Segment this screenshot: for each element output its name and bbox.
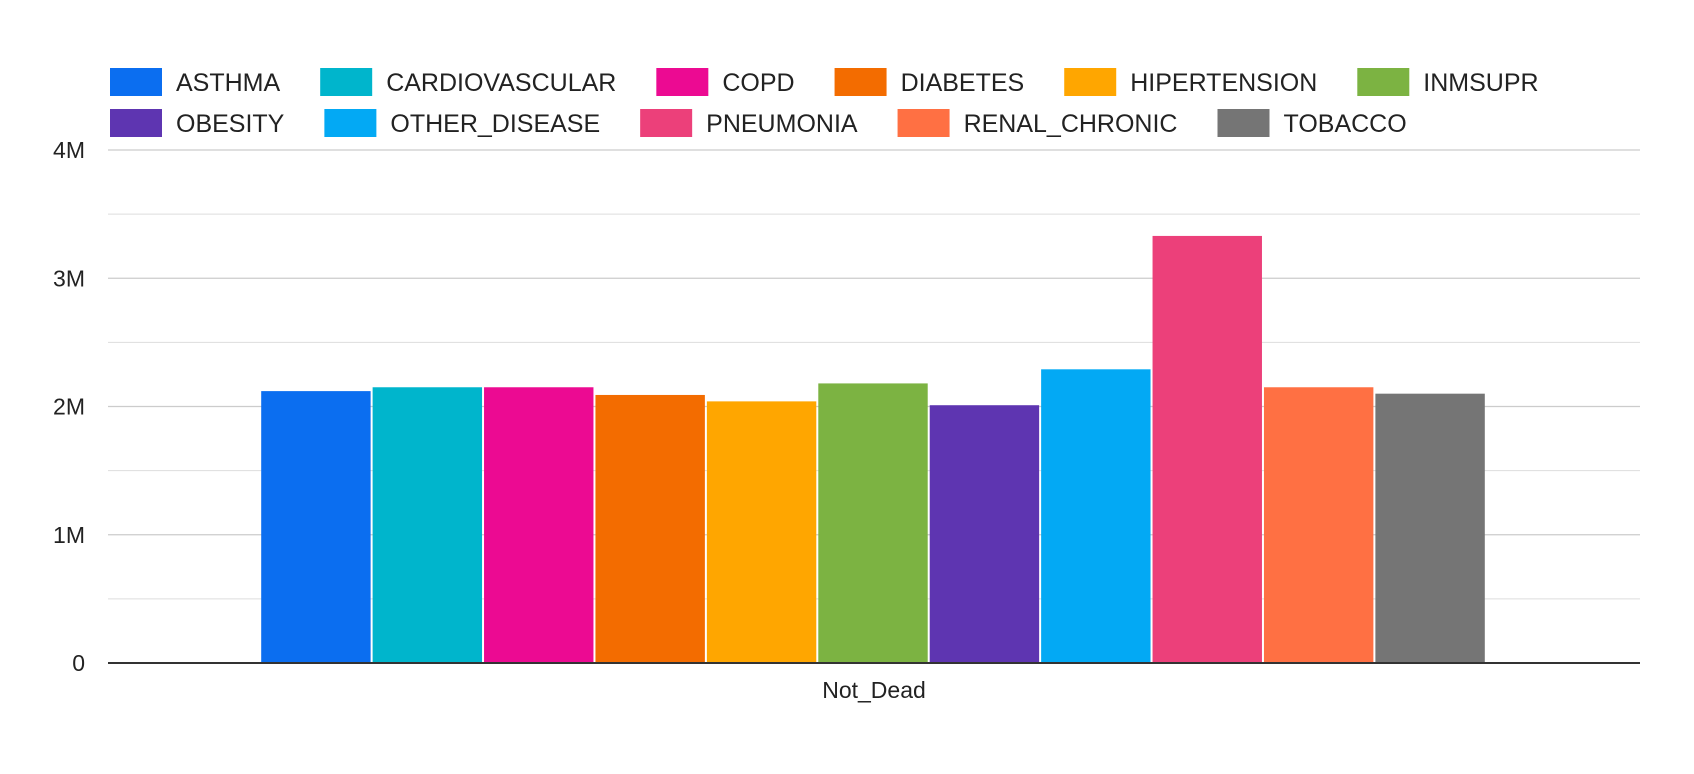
legend-swatch [834, 68, 887, 96]
bar-tobacco[interactable] [1375, 393, 1485, 663]
legend-label: COPD [722, 69, 794, 97]
y-tick-label: 2M [53, 394, 85, 420]
legend-swatch [324, 109, 377, 137]
legend-label: OBESITY [176, 110, 285, 138]
legend-swatch [1064, 68, 1117, 96]
bar-cardiovascular[interactable] [372, 387, 483, 663]
y-tick-label: 1M [53, 522, 85, 548]
bar-inmsupr[interactable] [818, 383, 928, 663]
legend-label: INMSUPR [1423, 69, 1538, 97]
legend-label: PNEUMONIA [706, 110, 858, 138]
legend-swatch [1357, 68, 1410, 96]
legend: ASTHMA CARDIOVASCULAR COPD DIABETES HIPERTEN… [110, 68, 1539, 138]
legend-item-asthma[interactable]: ASTHMA [110, 68, 281, 97]
bar-obesity[interactable] [929, 405, 1040, 663]
legend-swatch [640, 109, 693, 137]
legend-item-diabetes[interactable]: DIABETES [834, 68, 1025, 97]
y-tick-label: 0 [72, 650, 85, 676]
legend-label: RENAL_CHRONIC [964, 110, 1178, 138]
legend-swatch [656, 68, 709, 96]
legend-item-tobacco[interactable]: TOBACCO [1217, 109, 1407, 138]
legend-label: CARDIOVASCULAR [386, 69, 616, 97]
legend-item-inmsupr[interactable]: INMSUPR [1357, 68, 1539, 97]
bars [261, 235, 1485, 664]
y-tick-label: 3M [53, 265, 85, 291]
legend-label: ASTHMA [176, 69, 281, 97]
legend-item-other-disease[interactable]: OTHER_DISEASE [324, 109, 600, 138]
bar-renal-chronic[interactable] [1263, 387, 1374, 663]
legend-label: HIPERTENSION [1130, 69, 1317, 97]
legend-swatch [320, 68, 373, 96]
legend-swatch [897, 109, 950, 137]
bar-pneumonia[interactable] [1152, 235, 1262, 664]
y-axis-ticks: 0 1M 2M 3M 4M [53, 137, 85, 676]
legend-item-renal-chronic[interactable]: RENAL_CHRONIC [897, 109, 1178, 138]
y-tick-label: 4M [53, 137, 85, 163]
bar-other-disease[interactable] [1041, 369, 1151, 663]
bar-hipertension[interactable] [706, 401, 817, 663]
legend-item-hipertension[interactable]: HIPERTENSION [1064, 68, 1317, 97]
legend-item-cardiovascular[interactable]: CARDIOVASCULAR [320, 68, 616, 97]
x-axis-labels: Not_Dead [822, 677, 926, 703]
x-category-label: Not_Dead [822, 677, 926, 703]
legend-item-pneumonia[interactable]: PNEUMONIA [640, 109, 858, 138]
bar-diabetes[interactable] [595, 394, 705, 663]
legend-label: TOBACCO [1284, 110, 1407, 138]
legend-swatch [1217, 109, 1270, 137]
bar-copd[interactable] [484, 387, 594, 663]
legend-label: DIABETES [901, 69, 1025, 97]
legend-item-obesity[interactable]: OBESITY [110, 109, 285, 138]
legend-swatch [110, 109, 162, 137]
bar-asthma[interactable] [261, 391, 371, 663]
legend-item-copd[interactable]: COPD [656, 68, 795, 97]
legend-label: OTHER_DISEASE [390, 110, 600, 138]
legend-swatch [110, 68, 162, 96]
